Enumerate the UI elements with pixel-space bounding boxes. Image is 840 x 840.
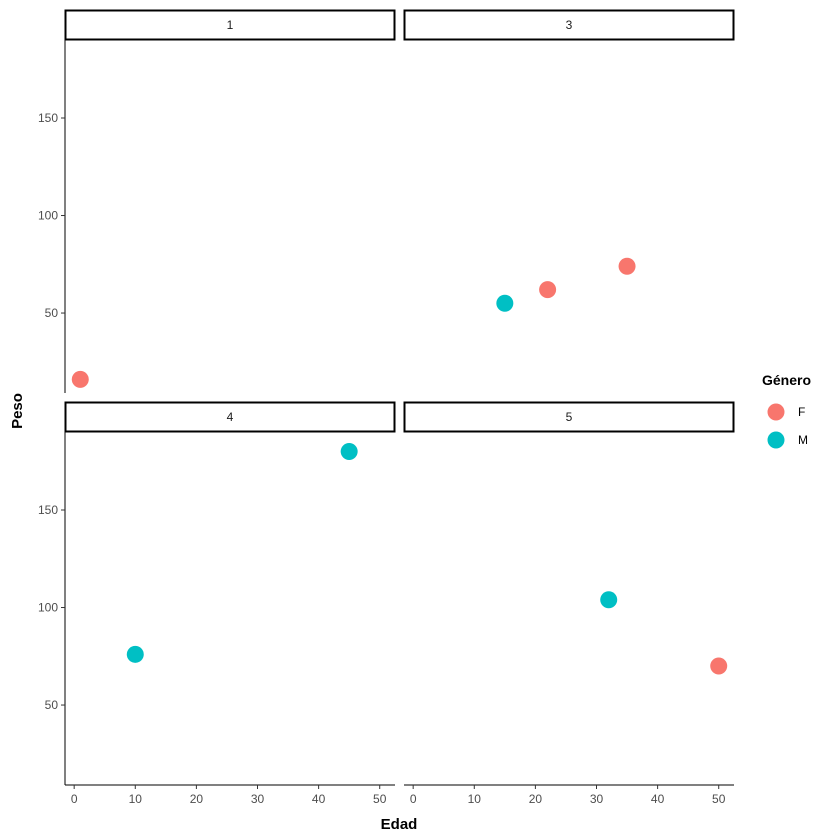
y-tick-label: 150 xyxy=(38,111,58,125)
facet-strip-box xyxy=(403,9,735,41)
data-point-M xyxy=(126,645,144,663)
x-tick-label: 40 xyxy=(651,792,665,806)
facet-strip-box xyxy=(64,401,396,433)
legend-label: M xyxy=(798,433,808,447)
data-point-F xyxy=(618,257,636,275)
facet-panel-5: 50 10 20 30 40 50 xyxy=(403,401,735,806)
x-tick-label: 10 xyxy=(129,792,143,806)
legend-label: F xyxy=(798,405,805,419)
facet-panel-3: 3 xyxy=(403,9,735,312)
data-point-F xyxy=(539,281,557,299)
x-tick-label: 0 xyxy=(410,792,417,806)
y-axis-title: Peso xyxy=(9,393,26,429)
facet-strip-label: 3 xyxy=(566,18,573,32)
x-tick-label: 50 xyxy=(712,792,726,806)
legend-key-F xyxy=(767,403,785,421)
y-tick-label: 100 xyxy=(38,209,58,223)
facet-panel-4: 4 50 100 150 0 10 20 30 40 50 xyxy=(38,401,396,806)
legend: Género FM xyxy=(762,372,811,449)
y-tick-label: 50 xyxy=(45,306,59,320)
data-point-F xyxy=(710,657,728,675)
x-tick-label: 20 xyxy=(190,792,204,806)
x-tick-label: 40 xyxy=(312,792,326,806)
legend-key-M xyxy=(767,431,785,449)
facet-strip-label: 5 xyxy=(566,410,573,424)
x-tick-label: 0 xyxy=(71,792,78,806)
facet-strip-box xyxy=(64,9,396,41)
y-tick-label: 100 xyxy=(38,601,58,615)
y-tick-label: 150 xyxy=(38,503,58,517)
legend-title: Género xyxy=(762,372,811,388)
data-point-M xyxy=(340,443,358,461)
facet-strip-label: 4 xyxy=(227,410,234,424)
y-tick-label: 50 xyxy=(45,698,59,712)
x-tick-label: 30 xyxy=(590,792,604,806)
x-axis-title: Edad xyxy=(381,816,418,833)
data-point-F xyxy=(71,370,89,388)
x-tick-label: 50 xyxy=(373,792,387,806)
x-tick-label: 10 xyxy=(468,792,482,806)
facet-strip-box xyxy=(403,401,735,433)
facet-strip-label: 1 xyxy=(227,18,234,32)
x-tick-label: 30 xyxy=(251,792,265,806)
x-tick-label: 20 xyxy=(529,792,543,806)
data-point-M xyxy=(600,591,618,609)
data-point-M xyxy=(496,294,514,312)
